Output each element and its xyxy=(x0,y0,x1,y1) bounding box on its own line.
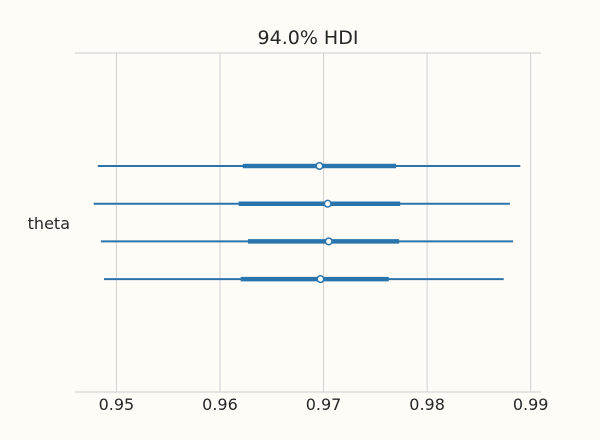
median-point xyxy=(324,237,333,246)
median-point xyxy=(316,275,325,284)
chain-row xyxy=(93,199,510,208)
x-axis-ticks: 0.95 0.96 0.97 0.98 0.99 xyxy=(99,395,549,414)
chain-row xyxy=(100,237,514,246)
variable-label: theta xyxy=(28,214,70,233)
grid-lines xyxy=(115,53,532,392)
chain-row xyxy=(97,161,521,171)
x-tick-label: 0.99 xyxy=(513,395,549,414)
x-tick-label: 0.98 xyxy=(409,395,445,414)
chart-title: 94.0% HDI xyxy=(258,27,359,49)
median-point xyxy=(315,161,324,171)
x-tick-label: 0.97 xyxy=(306,395,342,414)
median-point xyxy=(323,199,332,208)
chain-intervals xyxy=(93,161,521,284)
x-tick-label: 0.96 xyxy=(202,395,238,414)
chain-row xyxy=(103,275,504,284)
x-tick-label: 0.95 xyxy=(99,395,135,414)
